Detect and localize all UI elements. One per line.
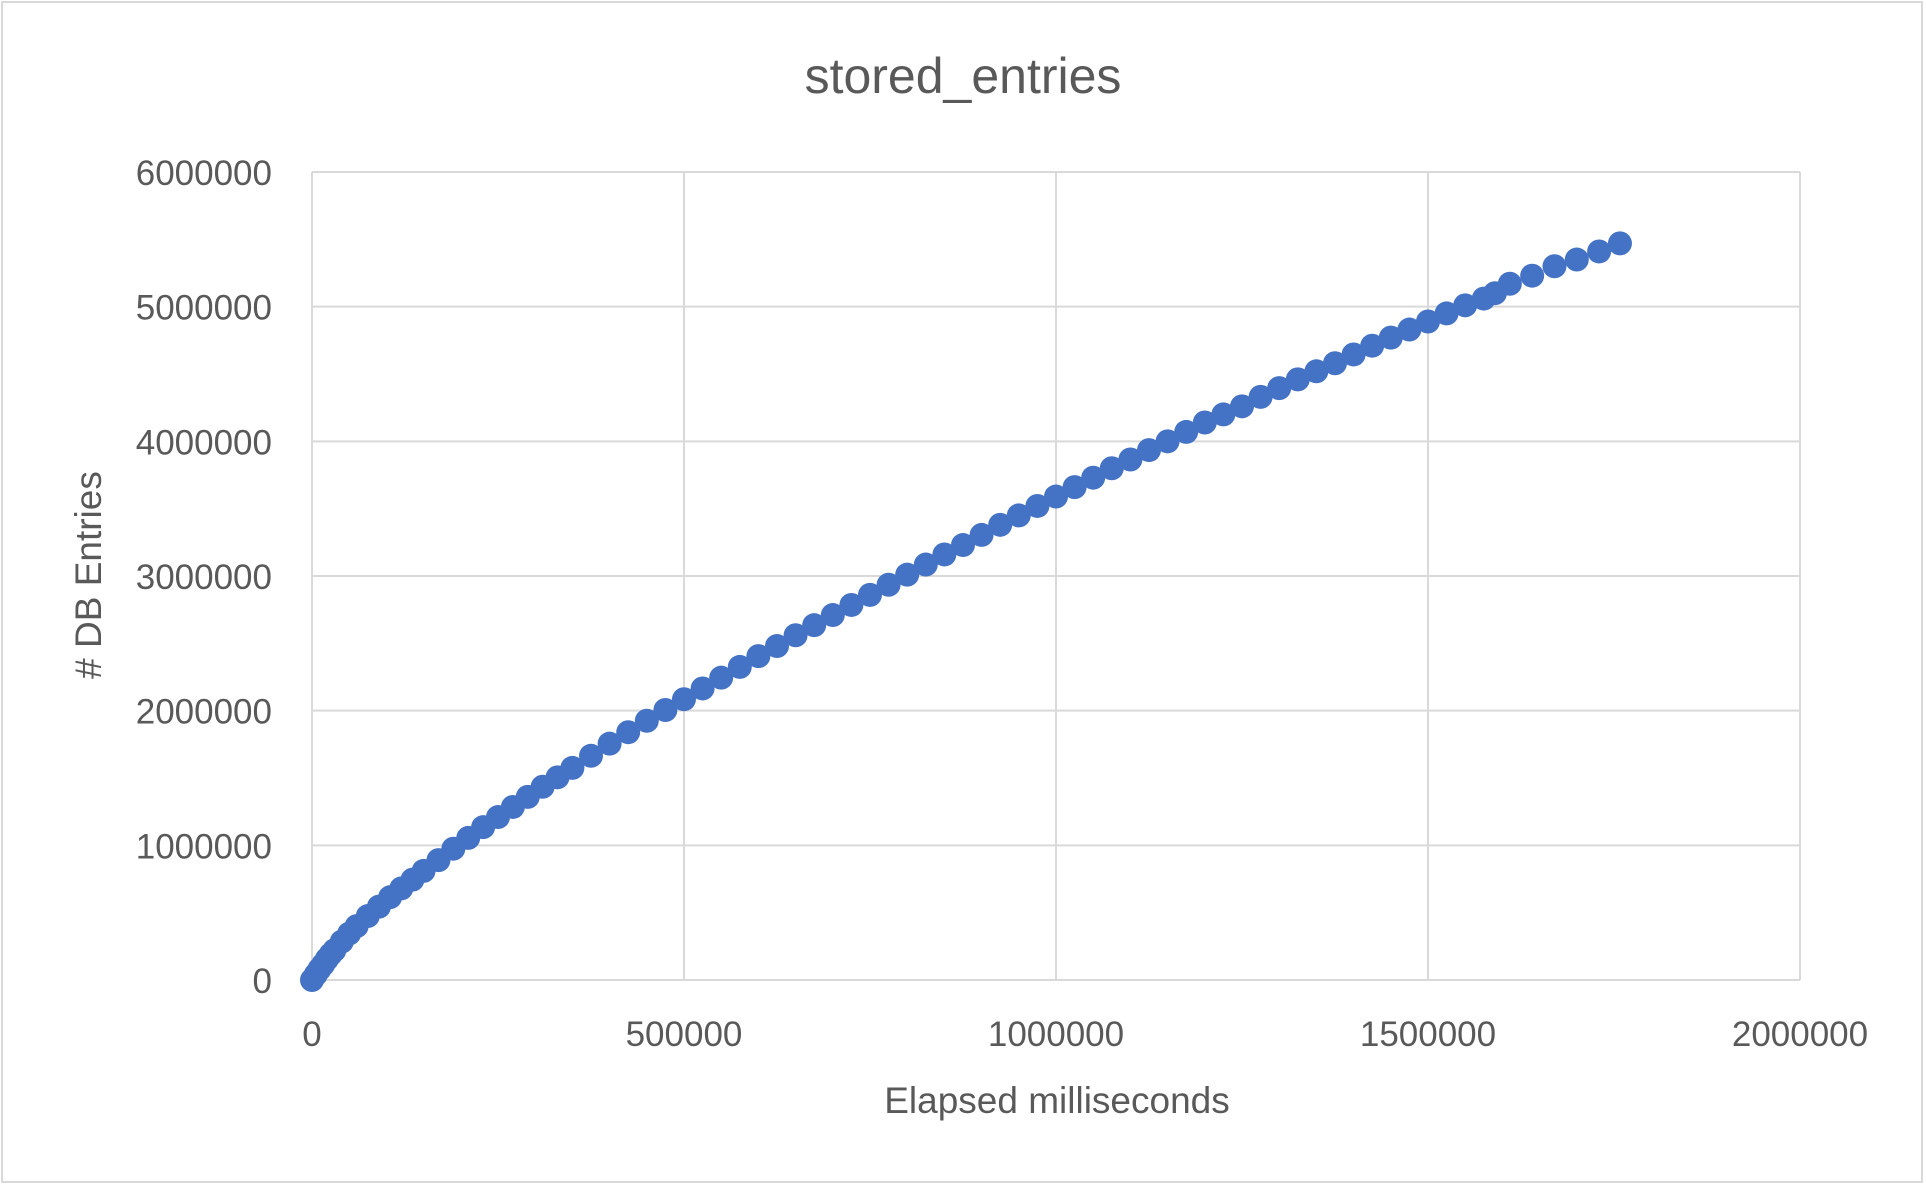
data-point [1542, 254, 1567, 279]
data-points [300, 231, 1632, 992]
y-tick-label: 0 [253, 962, 272, 1001]
data-point [1453, 293, 1478, 318]
data-point [746, 644, 771, 669]
data-point [802, 613, 827, 638]
data-point [1118, 447, 1143, 472]
data-point [1062, 475, 1087, 500]
data-point [1520, 263, 1545, 288]
data-point [1434, 301, 1459, 326]
data-point [913, 552, 938, 577]
data-point [727, 654, 752, 679]
data-point [988, 512, 1013, 537]
y-tick-label: 2000000 [136, 693, 272, 732]
data-point [579, 743, 603, 768]
data-point [1397, 317, 1422, 342]
data-point [653, 697, 678, 722]
data-point [1341, 342, 1366, 367]
data-point [1137, 438, 1161, 463]
y-tick-label: 1000000 [136, 827, 272, 866]
data-point [672, 687, 696, 712]
y-axis-ticks: 0 1000000 2000000 3000000 4000000 5000000 6000… [136, 154, 272, 1001]
data-point [969, 522, 994, 547]
data-point [1304, 359, 1329, 384]
data-point [709, 665, 734, 690]
data-point [1174, 419, 1199, 444]
data-point [932, 542, 957, 567]
data-point [560, 755, 585, 780]
data-point [1230, 394, 1254, 419]
data-point [1323, 351, 1347, 376]
data-point [1025, 493, 1050, 518]
x-axis-ticks: 0 500000 1000000 1500000 2000000 [302, 1015, 1868, 1054]
data-point [616, 720, 641, 745]
x-tick-label: 1500000 [1360, 1015, 1496, 1054]
data-point [1155, 429, 1180, 454]
y-tick-label: 6000000 [136, 154, 272, 193]
data-point [765, 634, 789, 659]
data-point [1607, 231, 1632, 256]
x-axis-label: Elapsed milliseconds [884, 1080, 1230, 1121]
chart-title: stored_entries [805, 48, 1122, 104]
data-point [1192, 410, 1217, 435]
data-point [1497, 271, 1522, 296]
data-point [820, 603, 845, 628]
data-point [1081, 465, 1106, 490]
data-point [1267, 376, 1292, 401]
y-tick-label: 4000000 [136, 423, 272, 462]
data-point [1378, 325, 1403, 350]
x-tick-label: 500000 [626, 1015, 743, 1054]
y-tick-label: 5000000 [136, 289, 272, 328]
data-point [1285, 367, 1310, 392]
data-point [1044, 484, 1068, 509]
data-point [1416, 309, 1440, 334]
data-point [895, 562, 920, 587]
data-point [876, 572, 901, 597]
data-point [1248, 384, 1273, 409]
data-point [839, 592, 864, 617]
data-point [1211, 402, 1236, 427]
data-point [783, 623, 808, 648]
data-point [1564, 247, 1589, 272]
x-tick-label: 1000000 [988, 1015, 1124, 1054]
data-point [1006, 503, 1031, 528]
data-point [690, 676, 715, 701]
x-tick-label: 2000000 [1732, 1015, 1868, 1054]
data-point [1360, 333, 1385, 358]
data-point [1099, 456, 1124, 481]
gridlines [311, 171, 1801, 981]
data-point [1587, 239, 1612, 264]
data-point [858, 582, 882, 607]
x-tick-label: 0 [302, 1015, 321, 1054]
data-point [951, 533, 975, 558]
data-point [597, 731, 622, 756]
y-axis-label: # DB Entries [68, 471, 109, 679]
y-tick-label: 3000000 [136, 558, 272, 597]
data-point [634, 708, 659, 733]
